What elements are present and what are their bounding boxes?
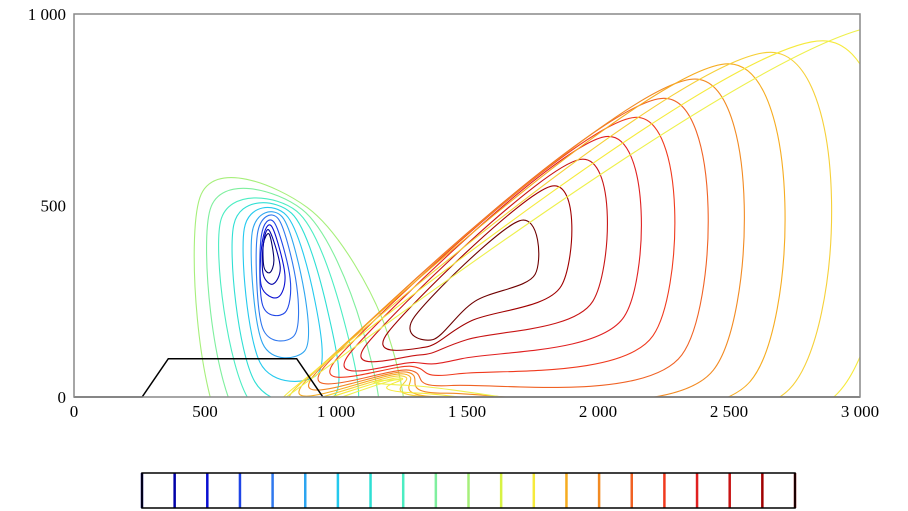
contour-left-1 xyxy=(262,233,275,274)
contour-right-3 xyxy=(360,158,608,363)
contour-left-2 xyxy=(261,229,281,285)
contour-left-3 xyxy=(259,224,286,299)
contour-right-2 xyxy=(382,185,573,351)
contour-right-5 xyxy=(329,116,676,378)
y-tick-label: 0 xyxy=(58,388,67,407)
x-axis: 0 500 1 000 1 500 2 000 2 500 3 000 xyxy=(70,402,879,421)
x-tick-label: 500 xyxy=(192,402,218,421)
contour-right-8 xyxy=(298,63,786,397)
y-axis: 0 500 1 000 xyxy=(28,5,66,407)
colorbar-frame xyxy=(141,472,796,509)
contour-right-6 xyxy=(317,97,709,389)
y-tick-label: 500 xyxy=(41,197,67,216)
x-tick-label: 0 xyxy=(70,402,79,421)
y-tick-label: 1 000 xyxy=(28,5,66,24)
x-tick-label: 2 000 xyxy=(579,402,617,421)
contour-left-4 xyxy=(259,219,292,317)
contour-left-10 xyxy=(206,187,379,397)
contour-right-4 xyxy=(343,136,642,372)
contour-left-11 xyxy=(193,177,404,397)
contour-right-9 xyxy=(288,51,833,397)
contour-left-9 xyxy=(218,197,360,397)
plot-frame xyxy=(73,13,861,398)
contour-lines xyxy=(193,29,860,397)
contour-right-11 xyxy=(285,29,860,397)
colorbar xyxy=(140,472,797,509)
x-tick-label: 3 000 xyxy=(841,402,879,421)
contour-right-10 xyxy=(283,40,860,397)
x-tick-label: 2 500 xyxy=(710,402,748,421)
x-tick-label: 1 000 xyxy=(317,402,355,421)
contour-right-1 xyxy=(409,219,540,341)
contour-left-8 xyxy=(231,202,340,397)
contour-left-5 xyxy=(255,214,300,342)
bottom-obstacle xyxy=(74,357,860,398)
contour-right-7 xyxy=(308,78,745,397)
x-tick-label: 1 500 xyxy=(448,402,486,421)
contour-left-6 xyxy=(250,211,310,359)
contour-left-7 xyxy=(242,207,323,382)
